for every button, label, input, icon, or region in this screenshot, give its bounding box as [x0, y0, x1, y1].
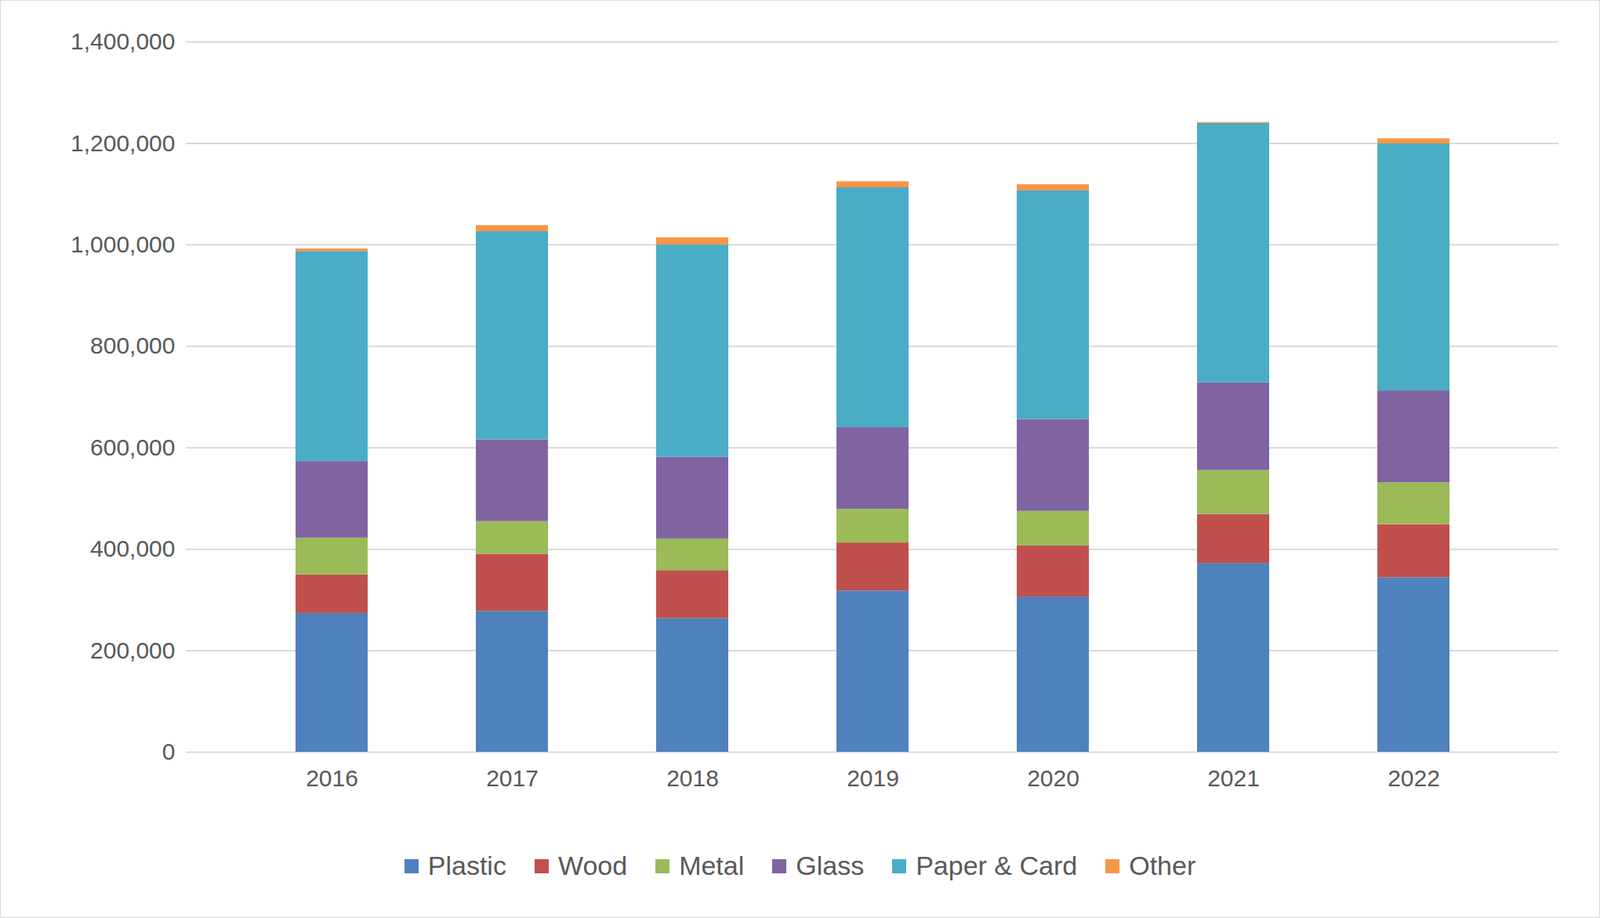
svg-text:1,200,000: 1,200,000 — [70, 130, 175, 157]
svg-text:2022: 2022 — [1387, 765, 1441, 791]
html-text:Metal: Metal — [678, 850, 745, 881]
svg-text:200,000: 200,000 — [90, 637, 175, 664]
svg-text:0: 0 — [162, 738, 176, 765]
svg-text:1,000,000: 1,000,000 — [70, 231, 175, 258]
html-text:Plastic: Plastic — [427, 850, 507, 881]
svg-text:400,000: 400,000 — [90, 535, 175, 562]
svg-text:1,400,000: 1,400,000 — [70, 28, 175, 55]
svg-text:2021: 2021 — [1207, 765, 1260, 791]
svg-text:2016: 2016 — [305, 765, 359, 791]
html-text:Wood: Wood — [558, 850, 628, 881]
svg-text:800,000: 800,000 — [90, 332, 175, 359]
svg-text:2020: 2020 — [1026, 765, 1080, 791]
html-text:Glass: Glass — [795, 850, 865, 881]
svg-text:2018: 2018 — [666, 765, 719, 791]
svg-text:600,000: 600,000 — [90, 434, 175, 461]
html-text:Other: Other — [1129, 850, 1196, 881]
svg-text:2019: 2019 — [846, 765, 900, 791]
svg-text:2017: 2017 — [486, 765, 539, 791]
html-text:Paper & Card: Paper & Card — [915, 850, 1078, 881]
